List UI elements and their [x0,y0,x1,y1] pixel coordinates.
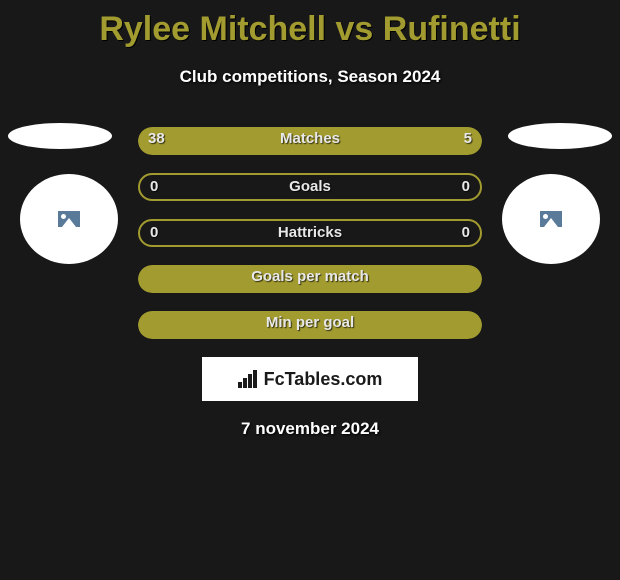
stat-row-goals: 0 Goals 0 [138,173,482,201]
stat-value-right: 5 [464,127,472,155]
avatar-left [20,174,118,264]
date-text: 7 november 2024 [0,419,620,439]
page-title: Rylee Mitchell vs Rufinetti [0,0,620,49]
flag-left-icon [8,123,112,149]
subtitle: Club competitions, Season 2024 [0,67,620,87]
stat-label: Hattricks [140,221,480,245]
stat-label: Goals [140,175,480,199]
stat-label: Min per goal [138,311,482,339]
placeholder-image-icon [58,211,80,227]
bar-chart-icon [238,370,260,388]
stat-value-right: 0 [462,175,470,199]
stats-container: 38 Matches 5 0 Goals 0 0 Hattricks 0 Goa… [138,127,482,339]
stat-label: Goals per match [138,265,482,293]
logo-label: FcTables.com [264,369,383,390]
placeholder-image-icon [540,211,562,227]
stat-row-hattricks: 0 Hattricks 0 [138,219,482,247]
stat-row-goals-per-match: Goals per match [138,265,482,293]
logo-text: FcTables.com [238,369,383,390]
avatar-right [502,174,600,264]
stat-label: Matches [138,127,482,155]
stat-value-right: 0 [462,221,470,245]
stat-row-matches: 38 Matches 5 [138,127,482,155]
logo-box: FcTables.com [202,357,418,401]
flag-right-icon [508,123,612,149]
stat-row-min-per-goal: Min per goal [138,311,482,339]
